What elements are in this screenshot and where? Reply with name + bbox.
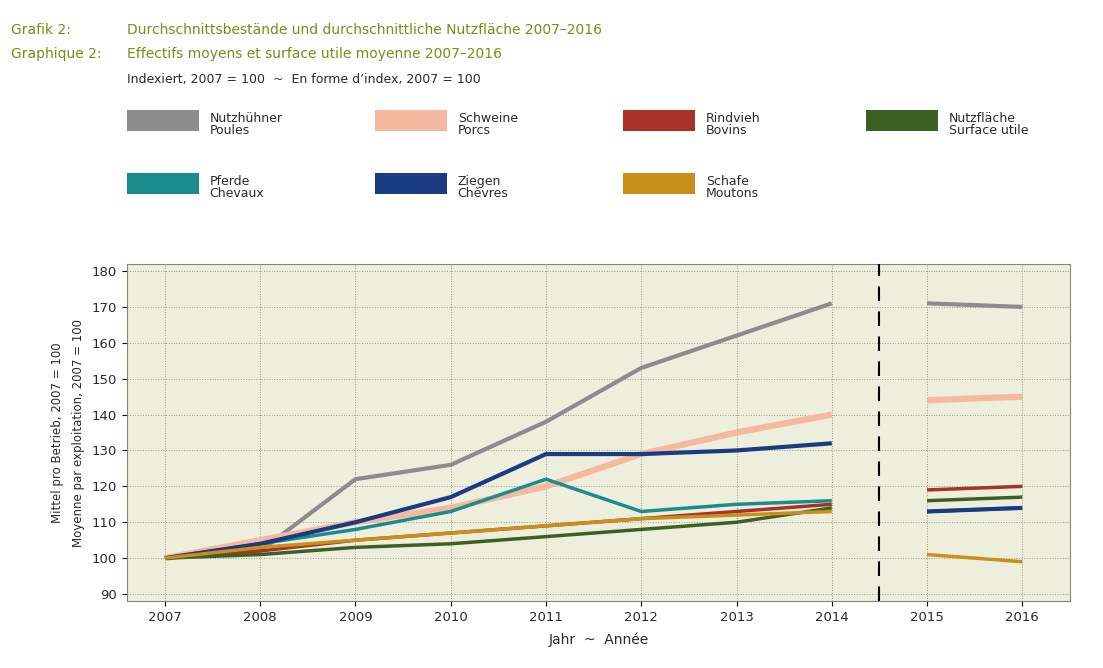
Y-axis label: Mittel pro Betrieb, 2007 = 100
Moyenne par exploitation, 2007 = 100: Mittel pro Betrieb, 2007 = 100 Moyenne p… [51, 319, 85, 546]
Text: Nutzhühner: Nutzhühner [210, 112, 282, 124]
Text: Schafe: Schafe [706, 175, 749, 188]
Text: Chevaux: Chevaux [210, 187, 265, 200]
Text: Schweine: Schweine [458, 112, 517, 124]
Text: Chèvres: Chèvres [458, 187, 508, 200]
Text: Graphique 2:: Graphique 2: [11, 47, 101, 61]
Text: Poules: Poules [210, 124, 249, 136]
Text: Durchschnittsbestände und durchschnittliche Nutzfläche 2007–2016: Durchschnittsbestände und durchschnittli… [127, 23, 602, 37]
Text: Nutzfläche: Nutzfläche [949, 112, 1016, 124]
Text: Ziegen: Ziegen [458, 175, 501, 188]
Text: Porcs: Porcs [458, 124, 491, 136]
Text: Bovins: Bovins [706, 124, 748, 136]
Text: Indexiert, 2007 = 100  ~  En forme d’index, 2007 = 100: Indexiert, 2007 = 100 ~ En forme d’index… [127, 73, 481, 86]
Text: Rindvieh: Rindvieh [706, 112, 761, 124]
Text: Surface utile: Surface utile [949, 124, 1028, 136]
Text: Grafik 2:: Grafik 2: [11, 23, 71, 37]
X-axis label: Jahr  ~  Année: Jahr ~ Année [548, 632, 649, 647]
Text: Pferde: Pferde [210, 175, 250, 188]
Text: Effectifs moyens et surface utile moyenne 2007–2016: Effectifs moyens et surface utile moyenn… [127, 47, 502, 61]
Text: Moutons: Moutons [706, 187, 759, 200]
